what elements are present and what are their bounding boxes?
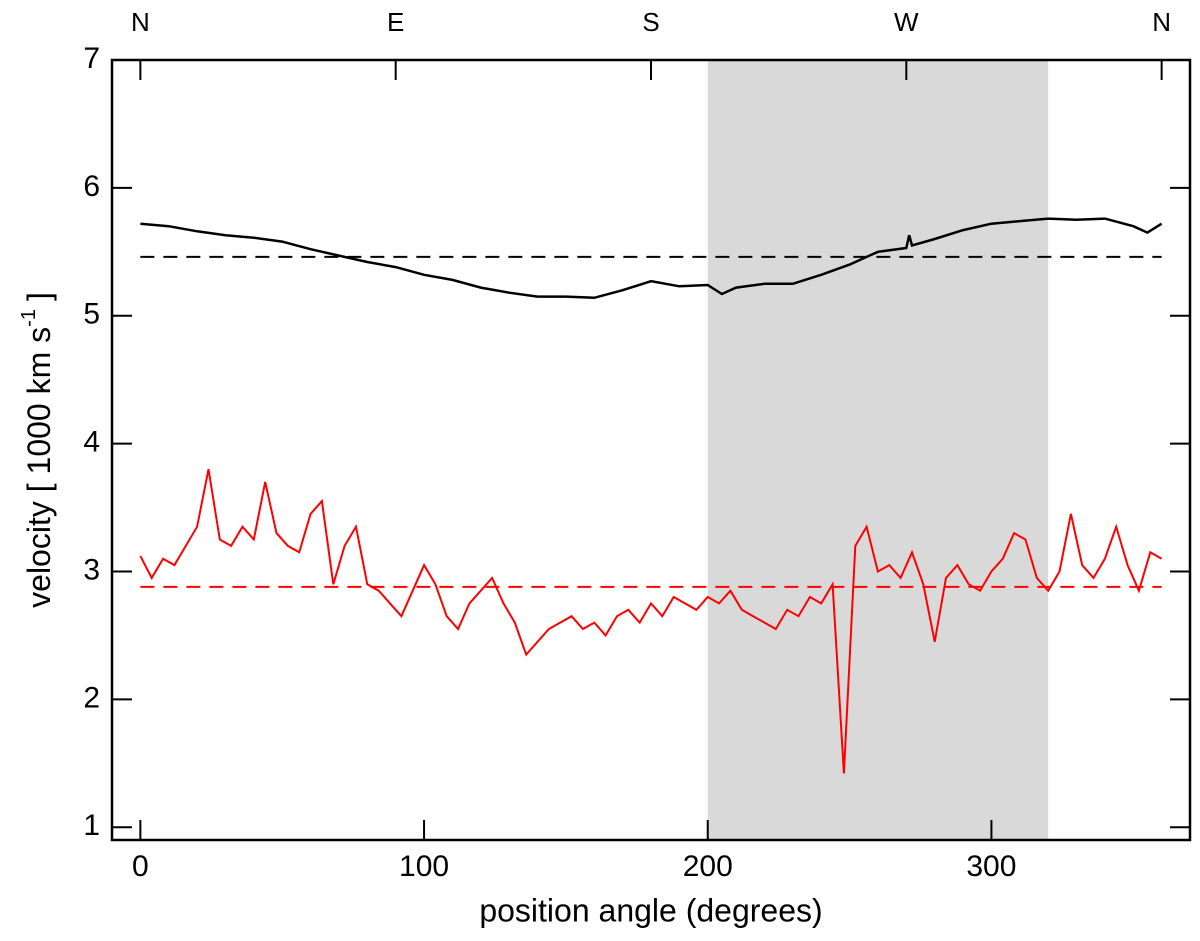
shaded-region — [707, 60, 1049, 840]
y-tick-label: 5 — [83, 298, 100, 331]
x-tick-label: 100 — [399, 850, 449, 883]
y-axis-label-end: ] — [21, 292, 57, 301]
data-line — [139, 469, 1163, 774]
top-tick-label: E — [387, 7, 404, 37]
data-line — [140, 217, 1163, 300]
top-tick-label: S — [642, 7, 659, 37]
top-tick-label: N — [1152, 7, 1171, 37]
y-tick-label: 3 — [83, 553, 100, 586]
x-axis-label: position angle (degrees) — [479, 892, 822, 928]
x-tick-label: 200 — [683, 850, 733, 883]
y-axis-label-sup: -1 — [18, 309, 40, 327]
y-axis-label-text: velocity [ 1000 km s — [21, 327, 57, 608]
x-tick-label: 0 — [132, 850, 149, 883]
y-tick-label: 6 — [83, 170, 100, 203]
y-tick-label: 2 — [83, 681, 100, 714]
x-tick-label: 300 — [966, 850, 1016, 883]
y-tick-label: 4 — [83, 426, 100, 459]
y-axis-label: velocity [ 1000 km s-1] — [18, 292, 57, 608]
top-tick-label: N — [131, 7, 150, 37]
top-tick-label: W — [894, 7, 919, 37]
y-tick-label: 7 — [83, 42, 100, 75]
y-tick-label: 1 — [83, 809, 100, 842]
